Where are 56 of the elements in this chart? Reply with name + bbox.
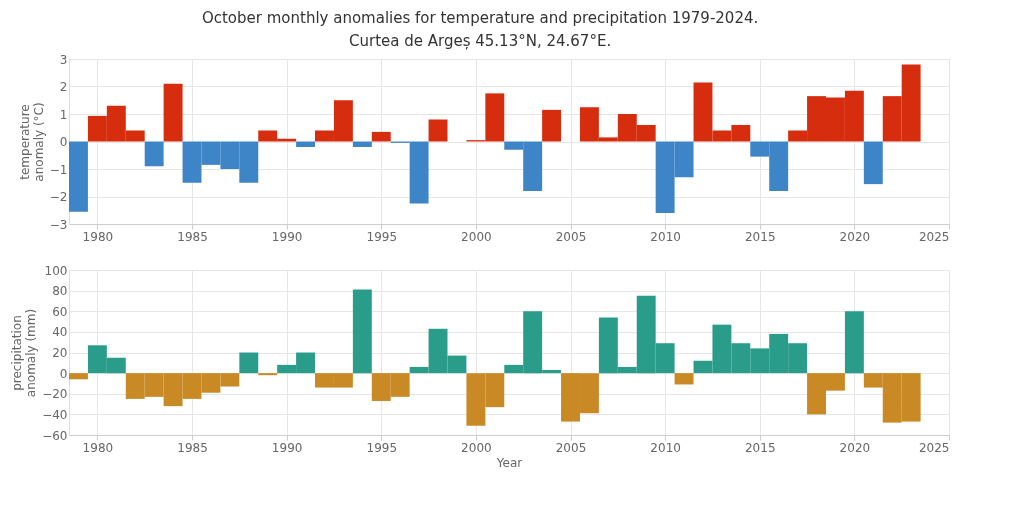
x-tick-label: 2005 bbox=[555, 440, 587, 455]
y-tick-label: −40 bbox=[42, 407, 68, 422]
x-tick-label: 2020 bbox=[839, 229, 871, 244]
bar bbox=[352, 289, 372, 374]
y-tick-label: 80 bbox=[52, 284, 68, 299]
x-tick-label: 2005 bbox=[555, 229, 587, 244]
y-tick-label: 100 bbox=[44, 263, 68, 278]
bar bbox=[844, 311, 864, 374]
bar bbox=[69, 373, 88, 380]
y-tick-label: 40 bbox=[52, 325, 68, 340]
x-tick-label: 2015 bbox=[744, 229, 776, 244]
x-tick-label: 1990 bbox=[271, 440, 303, 455]
bar bbox=[674, 373, 694, 385]
y-tick-label: 3 bbox=[59, 52, 68, 67]
y-tick-label: 1 bbox=[59, 107, 68, 122]
bar bbox=[542, 109, 562, 142]
chart-title: October monthly anomalies for temperature and precipitation 1979-2024. bbox=[201, 8, 759, 27]
bar bbox=[239, 352, 259, 374]
y-tick-label: −20 bbox=[42, 387, 68, 402]
x-tick-label: 2000 bbox=[461, 440, 492, 455]
x-tick-label: 2025 bbox=[918, 440, 950, 455]
x-tick-label: 1995 bbox=[366, 440, 398, 455]
bar bbox=[163, 83, 183, 142]
y-tick-label: −2 bbox=[49, 190, 68, 204]
y-tick-label: −1 bbox=[49, 162, 68, 177]
x-tick-label: 1980 bbox=[82, 440, 114, 455]
x-tick-label: 1995 bbox=[366, 229, 398, 244]
bar bbox=[352, 141, 372, 147]
y-tick-label: 0 bbox=[59, 135, 68, 149]
x-tick-label: 1980 bbox=[82, 229, 114, 244]
y-tick-label: −60 bbox=[42, 428, 68, 443]
x-tick-label: 2015 bbox=[744, 440, 776, 455]
x-tick-label: 2010 bbox=[650, 229, 681, 244]
x-tick-label: 2010 bbox=[650, 440, 681, 455]
y-tick-label: 60 bbox=[52, 304, 68, 319]
y-axis-title: precipitation anomaly (mm) bbox=[10, 308, 39, 398]
bar bbox=[258, 373, 278, 376]
chart-subtitle: Curtea de Argeș 45.13°N, 24.67°E. bbox=[349, 31, 612, 50]
x-tick-label: 2025 bbox=[918, 229, 950, 244]
bar bbox=[428, 119, 448, 142]
bar bbox=[69, 141, 88, 212]
y-axis-title: temperature anomaly (°C) bbox=[17, 102, 46, 182]
x-tick-label: 1985 bbox=[177, 229, 208, 244]
y-tick-label: 2 bbox=[59, 80, 68, 94]
x-tick-label: 1990 bbox=[271, 229, 303, 244]
y-tick-label: 0 bbox=[59, 366, 68, 381]
x-tick-label: 1985 bbox=[177, 440, 208, 455]
y-tick-label: −3 bbox=[49, 217, 68, 232]
x-axis-title: Year bbox=[495, 455, 523, 470]
bar bbox=[296, 141, 316, 147]
bar bbox=[144, 141, 164, 167]
x-tick-label: 2020 bbox=[839, 440, 871, 455]
y-tick-label: 20 bbox=[52, 346, 68, 360]
bar bbox=[371, 131, 391, 142]
x-tick-label: 2000 bbox=[461, 229, 492, 244]
bar bbox=[863, 141, 883, 185]
